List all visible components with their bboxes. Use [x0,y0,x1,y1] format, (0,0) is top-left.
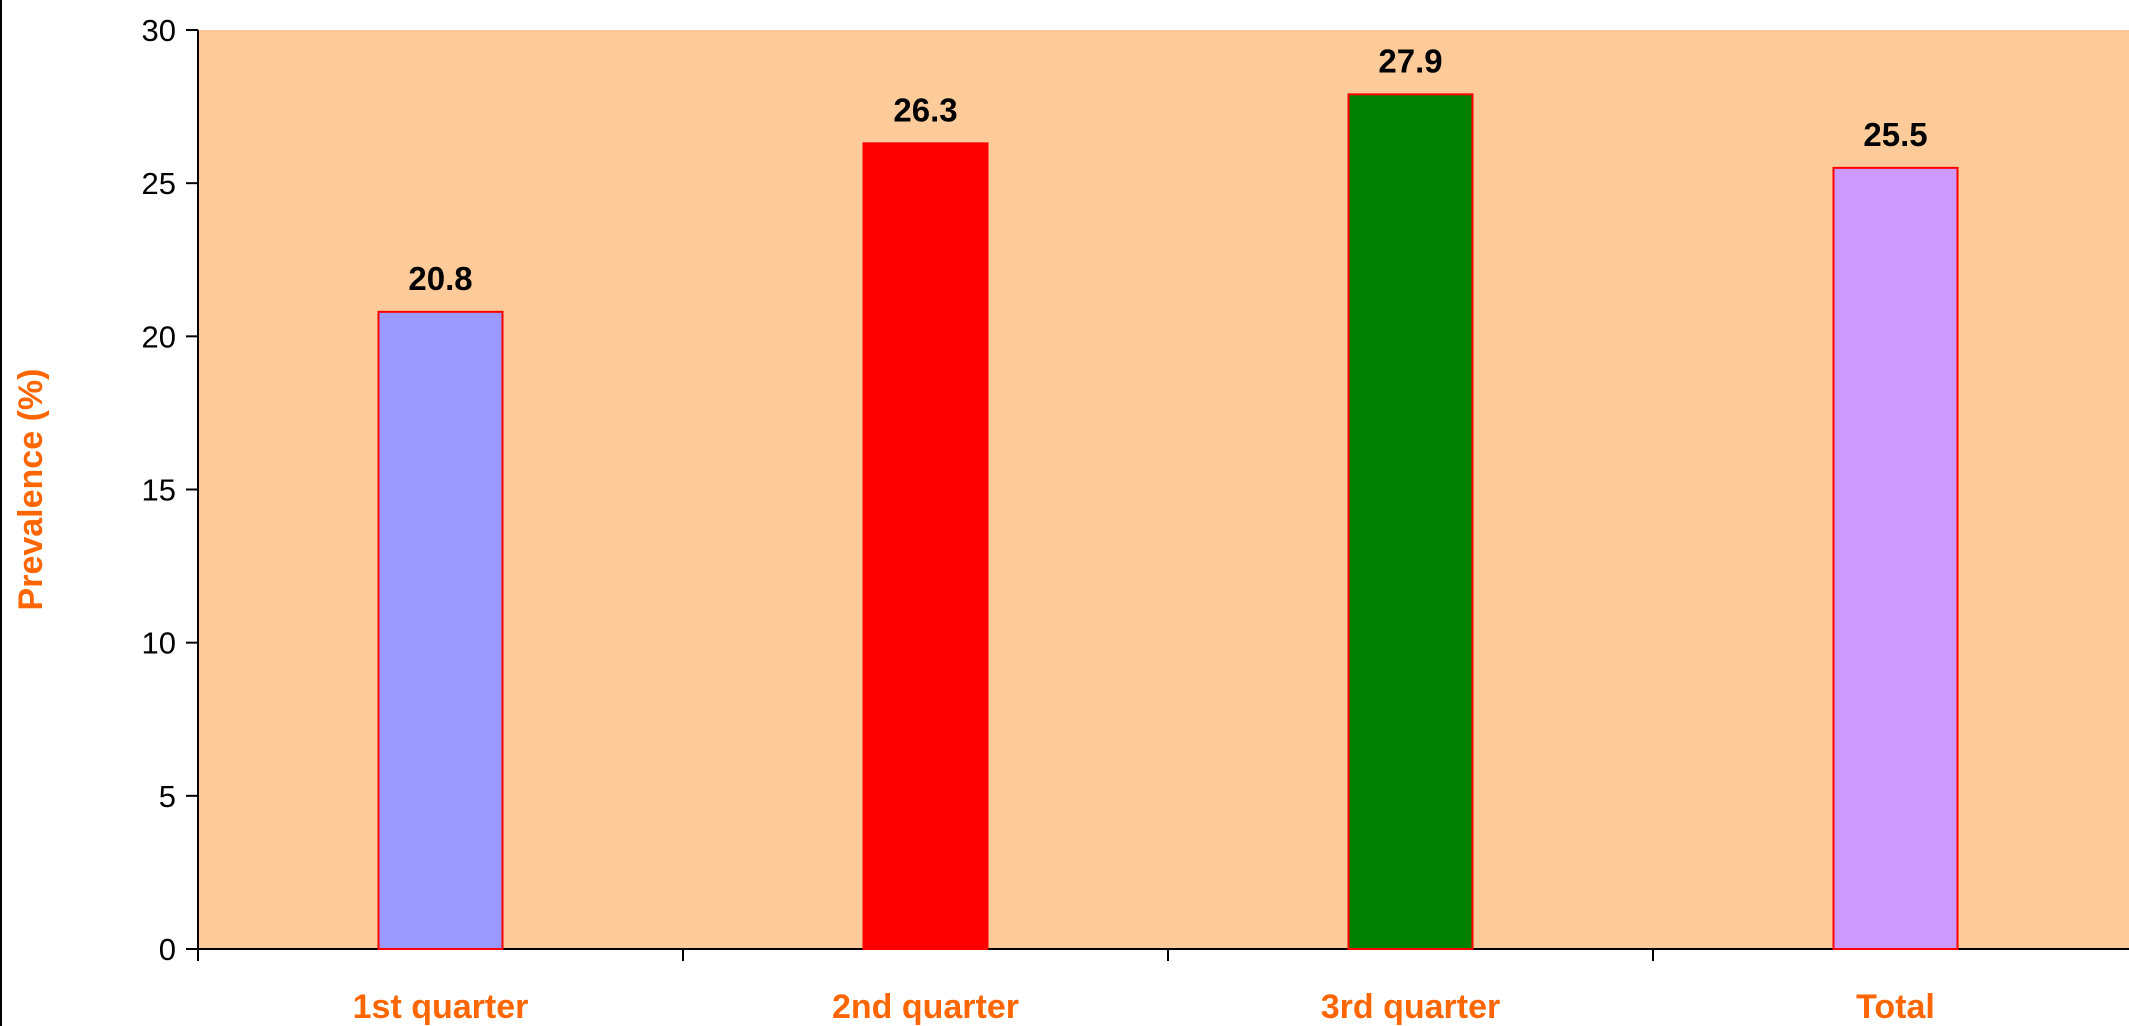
x-category-label: 3rd quarter [1321,988,1501,1026]
y-tick-label: 10 [142,626,176,661]
bar [377,310,504,950]
data-label: 26.3 [893,91,957,128]
data-label: 20.8 [408,260,472,297]
bars [377,93,1959,951]
y-tick-label: 30 [142,13,176,48]
y-axis-title: Prevalence (%) [12,369,50,611]
x-axis: 1st quarter 2nd quarter 3rd quarter Total [197,948,2129,1026]
data-labels: 20.8 26.3 27.9 25.5 [408,42,1927,296]
left-frame-border [0,0,2,1026]
y-tick-label: 15 [142,473,176,508]
x-category-label: Total [1856,988,1935,1026]
plot-area [198,30,2129,949]
y-tick-label: 20 [142,319,176,354]
y-tick-label: 5 [159,779,176,814]
bar [862,142,989,951]
x-category-label: 2nd quarter [832,988,1019,1026]
bar [1347,93,1474,950]
y-axis: 0 5 10 15 20 25 30 [142,13,199,967]
x-category-label: 1st quarter [353,988,529,1026]
data-label: 25.5 [1863,116,1927,153]
y-tick-label: 25 [142,166,176,201]
y-tick-label: 0 [159,932,176,967]
data-label: 27.9 [1378,42,1442,79]
bar [1832,166,1959,951]
